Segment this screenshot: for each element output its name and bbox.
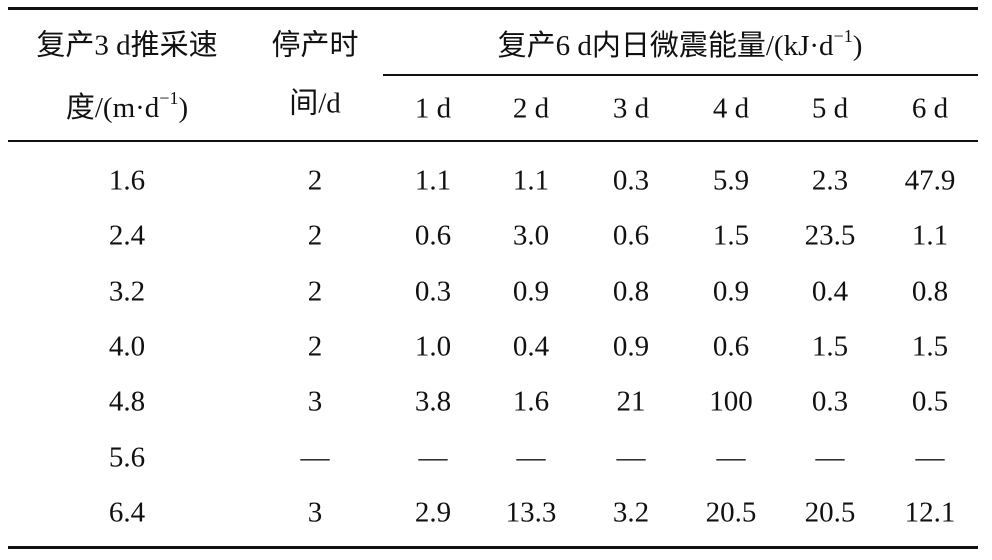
- cell: 5.6: [108, 441, 146, 473]
- cell: 2.3: [811, 164, 849, 197]
- cell: —: [300, 441, 330, 473]
- cell: —: [716, 441, 746, 473]
- day-header: 6 d: [911, 92, 949, 125]
- cell: 1.1: [414, 164, 452, 197]
- cell: 3: [307, 385, 323, 418]
- cell: —: [418, 441, 448, 473]
- cell: 20.5: [804, 496, 856, 529]
- cell: 21: [616, 385, 646, 418]
- group-rule: [383, 74, 978, 76]
- cell: 1.5: [811, 330, 849, 363]
- cell: 0.3: [612, 164, 650, 197]
- header-speed: 复产3 d推采速: [36, 29, 218, 62]
- cell: 2: [307, 219, 323, 252]
- superscript: −1: [159, 88, 179, 108]
- day-header: 3 d: [612, 92, 650, 125]
- cell: 0.6: [612, 219, 650, 252]
- header-text: 复产3 d推采速: [36, 29, 218, 62]
- cell: 3.0: [512, 219, 550, 252]
- cell: 3: [307, 496, 323, 529]
- cell: 2: [307, 330, 323, 363]
- cell: 4.8: [108, 385, 146, 418]
- cell: 1.1: [512, 164, 550, 197]
- header-stop: 停产时: [271, 29, 359, 62]
- cell: 1.6: [512, 385, 550, 418]
- cell: 0.8: [612, 275, 650, 308]
- cell: 3.2: [612, 496, 650, 529]
- cell: 0.9: [612, 330, 650, 363]
- cell: 20.5: [705, 496, 757, 529]
- cell: —: [516, 441, 546, 473]
- cell: 0.8: [911, 275, 949, 308]
- cell: 100: [709, 385, 753, 418]
- cell: —: [915, 441, 945, 473]
- day-header: 4 d: [712, 92, 750, 125]
- header-text: 度/(m·d: [65, 92, 160, 124]
- day-header: 1 d: [414, 92, 452, 125]
- header-stop: 间/d: [289, 87, 341, 120]
- cell: 0.3: [414, 275, 452, 308]
- cell: 3.2: [108, 275, 146, 308]
- cell: 12.1: [904, 496, 956, 529]
- day-header: 2 d: [512, 92, 550, 125]
- cell: 0.6: [712, 330, 750, 363]
- cell: 0.3: [811, 385, 849, 418]
- superscript: −1: [833, 26, 853, 46]
- cell: 2.9: [414, 496, 452, 529]
- top-rule: [8, 7, 978, 10]
- header-energy: 复产6 d内日微震能量/(kJ·d−1): [498, 27, 863, 61]
- cell: 3.8: [414, 385, 452, 418]
- cell: 1.5: [712, 219, 750, 252]
- bottom-rule: [8, 546, 978, 549]
- cell: 1.0: [414, 330, 452, 363]
- cell: 1.6: [108, 164, 146, 197]
- cell: 6.4: [108, 496, 146, 529]
- cell: 1.1: [911, 219, 949, 252]
- day-header: 5 d: [811, 92, 849, 125]
- cell: 1.5: [911, 330, 949, 363]
- cell: 47.9: [904, 164, 956, 197]
- cell: —: [815, 441, 845, 473]
- cell: 23.5: [804, 219, 856, 252]
- header-rule: [8, 140, 978, 142]
- cell: 5.9: [712, 164, 750, 197]
- cell: 0.6: [414, 219, 452, 252]
- cell: 2: [307, 164, 323, 197]
- header-text: ): [852, 30, 863, 62]
- cell: —: [616, 441, 646, 473]
- cell: 2.4: [108, 219, 146, 252]
- cell: 13.3: [505, 496, 557, 529]
- cell: 0.4: [512, 330, 550, 363]
- cell: 4.0: [108, 330, 146, 363]
- cell: 0.5: [911, 385, 949, 418]
- cell: 0.9: [512, 275, 550, 308]
- cell: 2: [307, 275, 323, 308]
- cell: 0.4: [811, 275, 849, 308]
- cell: 0.9: [712, 275, 750, 308]
- header-text: ): [178, 92, 189, 124]
- header-text: 复产6 d内日微震能量/(kJ·d: [497, 30, 834, 62]
- header-speed: 度/(m·d−1): [66, 89, 188, 123]
